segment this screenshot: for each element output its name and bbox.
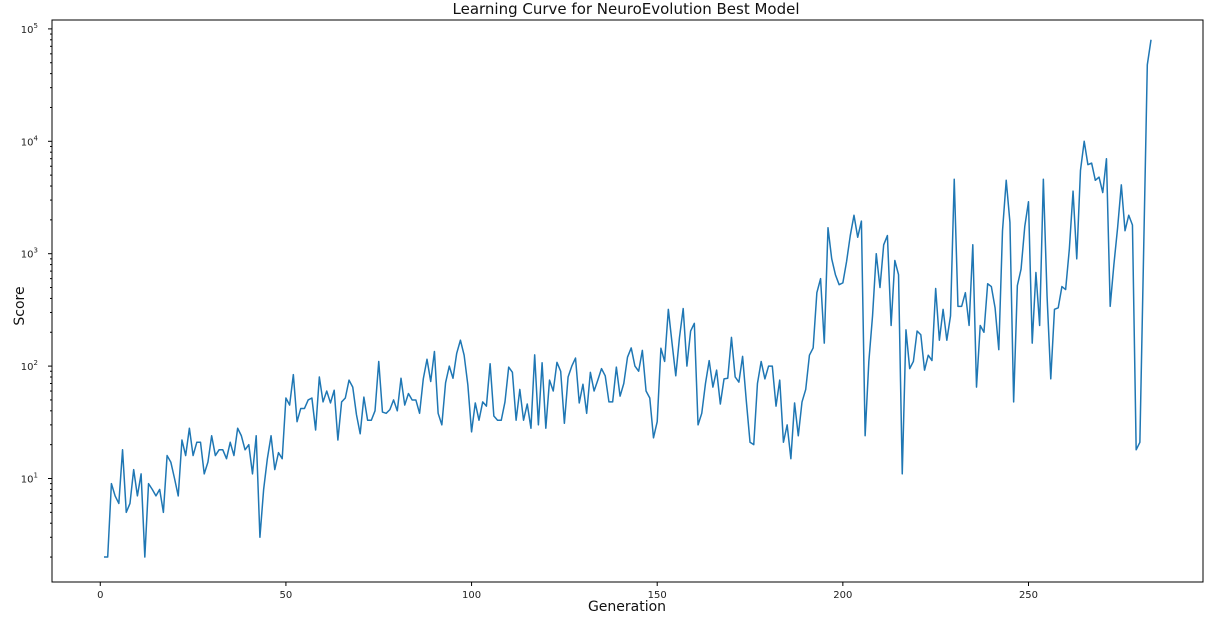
x-tick-label: 50 <box>280 590 293 601</box>
x-tick-label: 200 <box>833 590 852 601</box>
x-axis: 0 50 100 150 200 250 <box>97 582 1038 601</box>
y-tick-label-base: 10 <box>21 474 34 485</box>
plot-frame <box>51 19 1204 583</box>
y-axis-title: Score <box>12 286 28 325</box>
x-tick-label: 0 <box>97 590 103 601</box>
y-tick-label: 105 <box>21 22 38 36</box>
series-line-score <box>103 39 1152 558</box>
x-tick-label: 100 <box>462 590 481 601</box>
y-tick-label-exponent: 4 <box>34 134 39 142</box>
y-tick-label-exponent: 2 <box>34 359 38 367</box>
y-tick-label-exponent: 1 <box>34 471 38 479</box>
y-tick-label-base: 10 <box>21 137 34 148</box>
y-tick-label-base: 10 <box>21 25 34 36</box>
y-tick-label-exponent: 5 <box>34 22 38 30</box>
x-tick-label: 250 <box>1019 590 1038 601</box>
chart-title: Learning Curve for NeuroEvolution Best M… <box>453 0 800 18</box>
x-tick-label: 150 <box>648 590 667 601</box>
y-tick-label: 102 <box>21 359 38 373</box>
y-tick-label-base: 10 <box>21 362 34 373</box>
y-tick-label: 101 <box>21 471 38 485</box>
y-tick-label-base: 10 <box>21 250 34 261</box>
y-tick-label: 104 <box>21 134 39 148</box>
y-tick-label: 103 <box>21 247 38 261</box>
y-tick-label-exponent: 3 <box>34 247 38 255</box>
x-axis-title: Generation <box>588 599 666 615</box>
